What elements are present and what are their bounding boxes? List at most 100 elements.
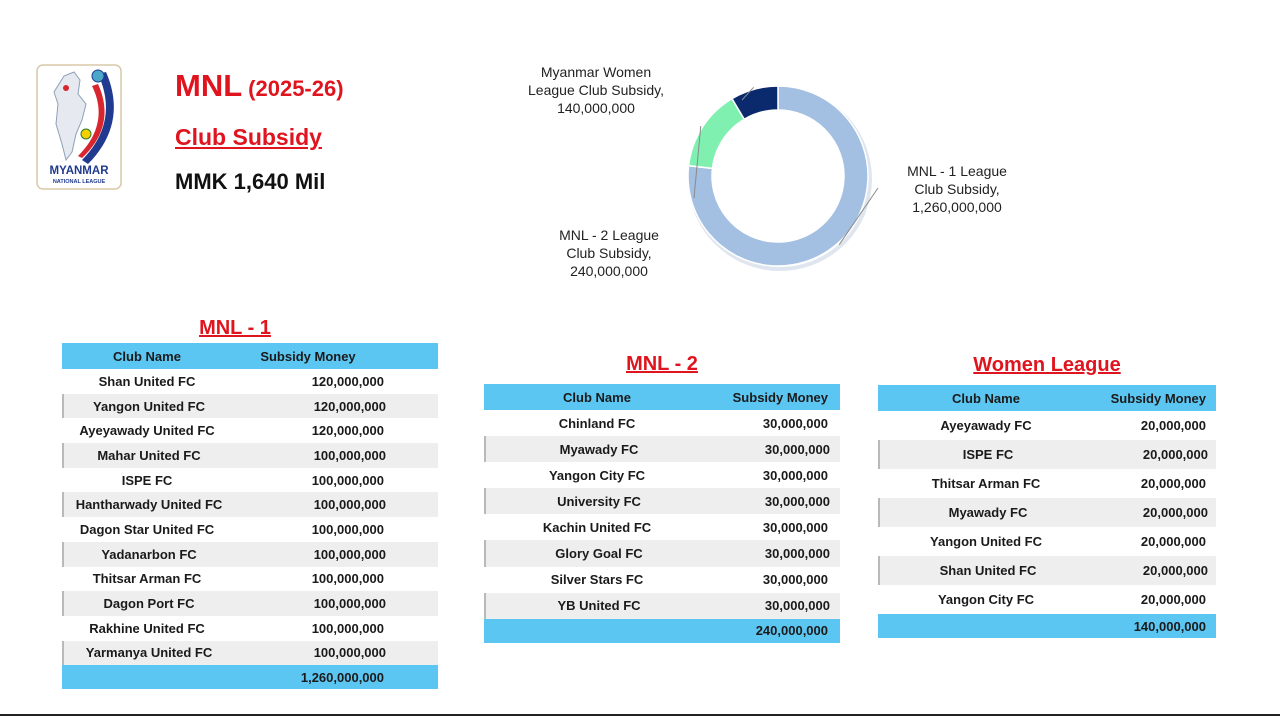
- donut-label-line: Club Subsidy,: [914, 181, 999, 197]
- subsidy-table-1: Club Name Subsidy Money Chinland FC 30,000,…: [484, 384, 840, 643]
- cell-club-name: Kachin United FC: [542, 519, 652, 535]
- cell-subsidy: 100,000,000: [311, 472, 384, 488]
- cell-club-name: Club Name: [563, 389, 631, 405]
- table-row: ISPE FC 20,000,000: [878, 440, 1216, 469]
- cell-club-name: YB United FC: [557, 598, 641, 614]
- cell-club-name: Club Name: [952, 390, 1020, 406]
- table-row: Mahar United FC 100,000,000: [62, 443, 438, 468]
- cell-subsidy: 30,000,000: [764, 546, 830, 562]
- cell-subsidy: 1,260,000,000: [300, 669, 384, 685]
- cell-subsidy: 100,000,000: [313, 645, 386, 661]
- table-title-0: MNL - 1: [199, 317, 271, 339]
- cell-club-name: Ayeyawady FC: [940, 418, 1032, 433]
- donut-label-2: Myanmar Women League Club Subsidy, 140,000…: [528, 64, 664, 116]
- cell-subsidy: 30,000,000: [764, 441, 830, 457]
- table-row: Yangon United FC 120,000,000: [62, 393, 438, 419]
- logo-text-bottom: NATIONAL LEAGUE: [53, 179, 106, 185]
- table-header: Club Name Subsidy Money: [878, 385, 1216, 411]
- donut-slice-1: [687, 97, 746, 170]
- subsidy-table-0: Club Name Subsidy Money Shan United FC 120,…: [62, 343, 438, 690]
- table-row: Thitsar Arman FC 100,000,000: [62, 567, 438, 592]
- cell-subsidy: 240,000,000: [755, 623, 828, 639]
- cell-subsidy: 100,000,000: [313, 546, 386, 562]
- cell-subsidy: 20,000,000: [1140, 418, 1206, 433]
- cell-subsidy: Subsidy Money: [260, 348, 356, 364]
- table-total-row: 240,000,000: [484, 618, 840, 643]
- cell-subsidy: 30,000,000: [764, 493, 830, 509]
- donut-label-line: Club Subsidy,: [566, 245, 651, 261]
- cell-club-name: Yadanarbon FC: [101, 546, 197, 562]
- cell-club-name: Yangon City FC: [937, 592, 1035, 607]
- cell-subsidy: 30,000,000: [764, 598, 830, 614]
- donut-slice-0: [687, 85, 869, 267]
- cell-club-name: Yangon United FC: [93, 398, 205, 414]
- table-header: Club Name Subsidy Money: [62, 343, 438, 369]
- cell-club-name: Myawady FC: [559, 441, 639, 457]
- cell-subsidy: 120,000,000: [311, 423, 384, 439]
- donut-leader-line-2: [741, 86, 754, 101]
- table-header: Club Name Subsidy Money: [484, 384, 840, 410]
- mnl-logo: MYANMAR NATIONAL LEAGUE: [36, 64, 122, 190]
- table-row: Yadanarbon FC 100,000,000: [62, 541, 438, 567]
- cell-club-name: Ayeyawady United FC: [79, 423, 215, 439]
- table-row: Yangon United FC 20,000,000: [878, 527, 1216, 556]
- cell-club-name: Dagon Port FC: [103, 596, 195, 612]
- title-season: (2025-26): [248, 76, 344, 101]
- cell-subsidy: 120,000,000: [313, 398, 386, 414]
- cell-subsidy: 100,000,000: [311, 571, 384, 587]
- table-row: Dagon Star United FC 100,000,000: [62, 517, 438, 542]
- cell-subsidy: 30,000,000: [762, 467, 828, 483]
- cell-club-name: Mahar United FC: [97, 447, 201, 463]
- cell-club-name: Dagon Star United FC: [79, 521, 215, 537]
- donut-label-line: 140,000,000: [557, 100, 635, 116]
- grand-total: MMK 1,640 Mil: [175, 169, 326, 194]
- page-subtitle: Club Subsidy: [175, 124, 322, 150]
- cell-club-name: Silver Stars FC: [550, 572, 644, 588]
- cell-club-name: Shan United FC: [98, 373, 196, 389]
- cell-subsidy: 100,000,000: [311, 521, 384, 537]
- cell-club-name: ISPE FC: [121, 472, 173, 488]
- donut-leader-line-0: [838, 187, 879, 245]
- table-row: Yangon City FC 30,000,000: [484, 462, 840, 488]
- cell-subsidy: 30,000,000: [762, 415, 828, 431]
- cell-subsidy: Subsidy Money: [1110, 390, 1206, 406]
- table-row: University FC 30,000,000: [484, 488, 840, 515]
- cell-subsidy: 100,000,000: [313, 596, 386, 612]
- table-row: Yangon City FC 20,000,000: [878, 585, 1216, 614]
- table-row: ISPE FC 100,000,000: [62, 468, 438, 493]
- table-total-row: 1,260,000,000: [62, 665, 438, 690]
- donut-label-0: MNL - 1 League Club Subsidy, 1,260,000,000: [907, 163, 1007, 215]
- cell-club-name: Rakhine United FC: [89, 620, 205, 636]
- cell-club-name: Thitsar Arman FC: [92, 571, 202, 587]
- page-title: MNL (2025-26): [175, 68, 344, 104]
- cell-subsidy: 30,000,000: [762, 572, 828, 588]
- cell-subsidy: 20,000,000: [1140, 592, 1206, 607]
- table-row: Chinland FC 30,000,000: [484, 410, 840, 436]
- donut-label-line: League Club Subsidy,: [528, 82, 664, 98]
- cell-club-name: Myawady FC: [948, 505, 1028, 520]
- table-row: Myawady FC 20,000,000: [878, 498, 1216, 527]
- cell-club-name: Thitsar Arman FC: [931, 476, 1041, 491]
- table-row: Yarmanya United FC 100,000,000: [62, 640, 438, 666]
- cell-club-name: Hantharwady United FC: [75, 497, 223, 513]
- table-row: Shan United FC 20,000,000: [878, 556, 1216, 585]
- table-row: Ayeyawady FC 20,000,000: [878, 411, 1216, 440]
- cell-subsidy: Subsidy Money: [732, 389, 828, 405]
- table-row: Kachin United FC 30,000,000: [484, 514, 840, 540]
- cell-subsidy: 20,000,000: [1142, 505, 1208, 520]
- donut-label-line: MNL - 2 League: [559, 227, 659, 243]
- donut-label-line: Myanmar Women: [541, 64, 651, 80]
- table-total-row: 140,000,000: [878, 614, 1216, 638]
- table-row: YB United FC 30,000,000: [484, 592, 840, 619]
- cell-subsidy: 100,000,000: [313, 497, 386, 513]
- cell-subsidy: 100,000,000: [311, 620, 384, 636]
- cell-club-name: Chinland FC: [558, 415, 636, 431]
- cell-club-name: Shan United FC: [939, 563, 1037, 578]
- cell-club-name: University FC: [557, 493, 641, 509]
- cell-club-name: Glory Goal FC: [555, 546, 643, 562]
- donut-label-line: MNL - 1 League: [907, 163, 1007, 179]
- table-row: Silver Stars FC 30,000,000: [484, 567, 840, 593]
- donut-slice-2: [730, 85, 779, 121]
- donut-label-line: 1,260,000,000: [912, 199, 1002, 215]
- table-row: Rakhine United FC 100,000,000: [62, 616, 438, 641]
